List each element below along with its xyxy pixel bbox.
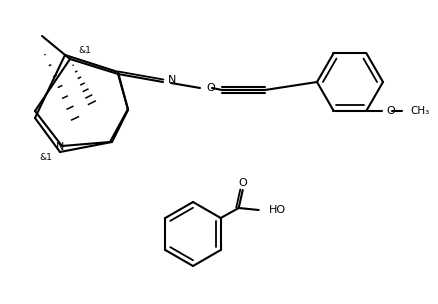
Text: &1: &1 — [39, 154, 52, 163]
Text: O: O — [238, 178, 247, 188]
Text: N: N — [56, 142, 64, 152]
Text: CH₃: CH₃ — [410, 105, 429, 116]
Text: &1: &1 — [78, 47, 91, 56]
Text: O: O — [385, 105, 394, 116]
Text: O: O — [205, 83, 214, 93]
Text: N: N — [168, 75, 176, 85]
Text: HO: HO — [268, 205, 285, 215]
